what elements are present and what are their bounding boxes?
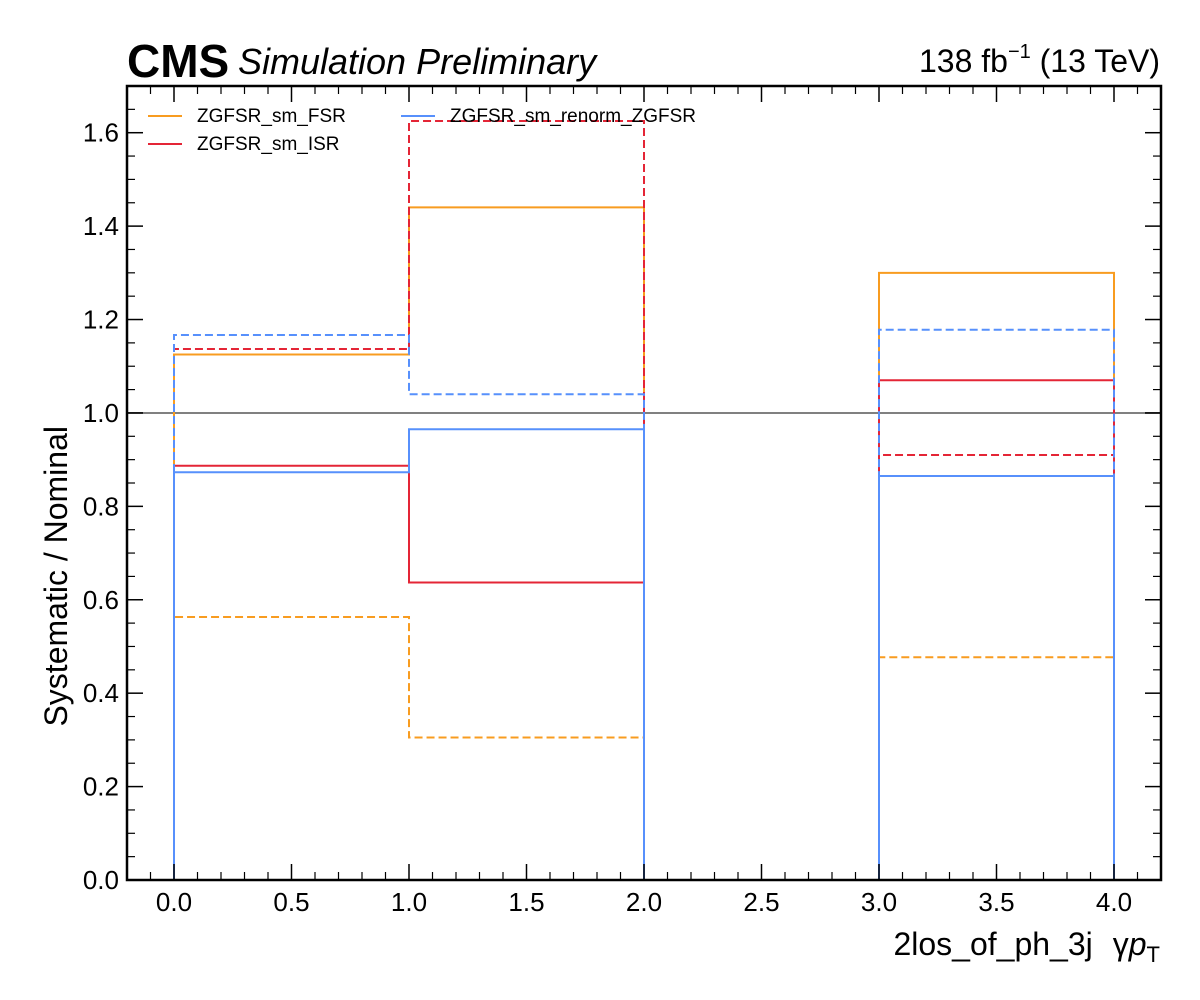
experiment-label: CMS [127, 35, 229, 87]
y-tick-label: 0.0 [83, 865, 119, 895]
y-tick-label: 1.2 [83, 305, 119, 335]
x-tick-label: 1.5 [508, 887, 544, 917]
lumi-value: 138 fb [919, 43, 1008, 79]
y-tick-label: 0.4 [83, 678, 119, 708]
zgfsr-sm-renorm-zgfsr-down-line [173, 328, 1115, 881]
x-axis-label-sub: T [1147, 942, 1160, 967]
y-tick-label: 0.2 [83, 772, 119, 802]
y-axis-label: Systematic / Nominal [38, 426, 74, 727]
x-axis-label: 2los_of_ph_3j γpT [893, 926, 1160, 967]
x-axis-label-p: p [1128, 926, 1147, 962]
ticks-layer: 0.0 0.5 1.0 1.5 2.0 2.5 3.0 3.5 4.0 0.0 0.2 0.4 0.6 0… [83, 86, 1161, 917]
y-tick-label: 1.6 [83, 118, 119, 148]
x-axis-label-main: 2los_of_ph_3j [893, 926, 1092, 962]
lumi-exponent: −1 [1008, 41, 1031, 63]
y-tick-label: 1.4 [83, 211, 119, 241]
luminosity-label: 138 fb−1 (13 TeV) [919, 41, 1160, 79]
legend: ZGFSR_sm_FSR ZGFSR_sm_ISR ZGFSR_sm_renorm_… [148, 106, 696, 155]
series-layer [173, 120, 1115, 881]
y-tick-label: 0.6 [83, 585, 119, 615]
x-tick-label: 2.0 [626, 887, 662, 917]
legend-label: ZGFSR_sm_FSR [197, 106, 346, 127]
legend-label: ZGFSR_sm_renorm_ZGFSR [450, 106, 696, 127]
lumi-energy: (13 TeV) [1040, 43, 1160, 79]
legend-label: ZGFSR_sm_ISR [197, 134, 340, 155]
plot-frame [125, 84, 1163, 882]
x-tick-label: 3.0 [861, 887, 897, 917]
x-tick-label: 1.0 [391, 887, 427, 917]
x-tick-label: 2.5 [743, 887, 779, 917]
x-tick-label: 0.0 [156, 887, 192, 917]
x-tick-label: 0.5 [273, 887, 309, 917]
y-tick-label: 0.8 [83, 491, 119, 521]
status-label: Simulation Preliminary [238, 41, 598, 82]
x-tick-label: 4.0 [1096, 887, 1132, 917]
x-tick-label: 3.5 [978, 887, 1014, 917]
x-axis-label-gamma: γ [1113, 926, 1129, 962]
y-tick-label: 1.0 [83, 398, 119, 428]
